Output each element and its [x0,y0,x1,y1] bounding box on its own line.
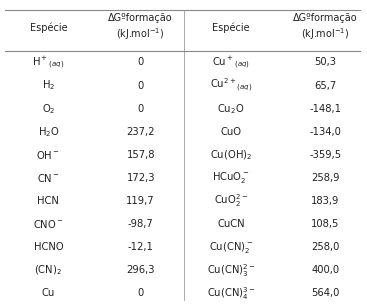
Text: Cu$^{2+}$$_{(aq)}$: Cu$^{2+}$$_{(aq)}$ [210,77,252,94]
Text: 237,2: 237,2 [126,127,155,137]
Text: Cu(CN)$_4^{3-}$: Cu(CN)$_4^{3-}$ [207,285,255,302]
Text: CNO$^-$: CNO$^-$ [33,218,64,230]
Text: HCNO: HCNO [34,242,63,252]
Text: (CN)$_2$: (CN)$_2$ [34,264,62,277]
Text: 50,3: 50,3 [314,57,336,67]
Text: H$_2$O: H$_2$O [37,125,59,139]
Text: 564,0: 564,0 [311,289,339,299]
Text: ΔGºformação
(kJ.mol$^{-1}$): ΔGºformação (kJ.mol$^{-1}$) [108,13,173,41]
Text: -148,1: -148,1 [309,104,341,114]
Text: -98,7: -98,7 [128,219,153,229]
Text: 0: 0 [138,81,144,91]
Text: CuO: CuO [221,127,241,137]
Text: ΔGºformação
(kJ.mol$^{-1}$): ΔGºformação (kJ.mol$^{-1}$) [293,13,357,41]
Text: 258,0: 258,0 [311,242,339,252]
Text: Cu(CN)$_2^-$: Cu(CN)$_2^-$ [209,240,253,255]
Text: HCN: HCN [37,196,59,206]
Text: 157,8: 157,8 [126,150,155,160]
Text: Espécie: Espécie [30,22,67,33]
Text: CuO$_2^{2-}$: CuO$_2^{2-}$ [214,193,248,210]
Text: 0: 0 [138,57,144,67]
Text: OH$^-$: OH$^-$ [36,149,61,161]
Text: 172,3: 172,3 [126,173,155,183]
Text: Cu$_2$O: Cu$_2$O [217,102,245,116]
Text: -359,5: -359,5 [309,150,341,160]
Text: Espécie: Espécie [212,22,250,33]
Text: -134,0: -134,0 [309,127,341,137]
Text: Cu: Cu [42,289,55,299]
Text: 296,3: 296,3 [126,265,155,275]
Text: HCuO$_2^-$: HCuO$_2^-$ [212,170,250,185]
Text: 400,0: 400,0 [311,265,339,275]
Text: -12,1: -12,1 [128,242,154,252]
Text: 0: 0 [138,104,144,114]
Text: 0: 0 [138,289,144,299]
Text: Cu(CN)$_3^{2-}$: Cu(CN)$_3^{2-}$ [207,262,255,279]
Text: Cu(OH)$_2$: Cu(OH)$_2$ [210,148,252,162]
Text: CN$^-$: CN$^-$ [37,172,60,184]
Text: 108,5: 108,5 [311,219,339,229]
Text: 183,9: 183,9 [311,196,339,206]
Text: O$_2$: O$_2$ [41,102,55,116]
Text: Cu$^+$$_{(aq)}$: Cu$^+$$_{(aq)}$ [212,54,250,71]
Text: 258,9: 258,9 [311,173,339,183]
Text: H$^+$$_{(aq)}$: H$^+$$_{(aq)}$ [32,54,65,71]
Text: H$_2$: H$_2$ [42,79,55,92]
Text: 65,7: 65,7 [314,81,336,91]
Text: CuCN: CuCN [217,219,245,229]
Text: 119,7: 119,7 [126,196,155,206]
